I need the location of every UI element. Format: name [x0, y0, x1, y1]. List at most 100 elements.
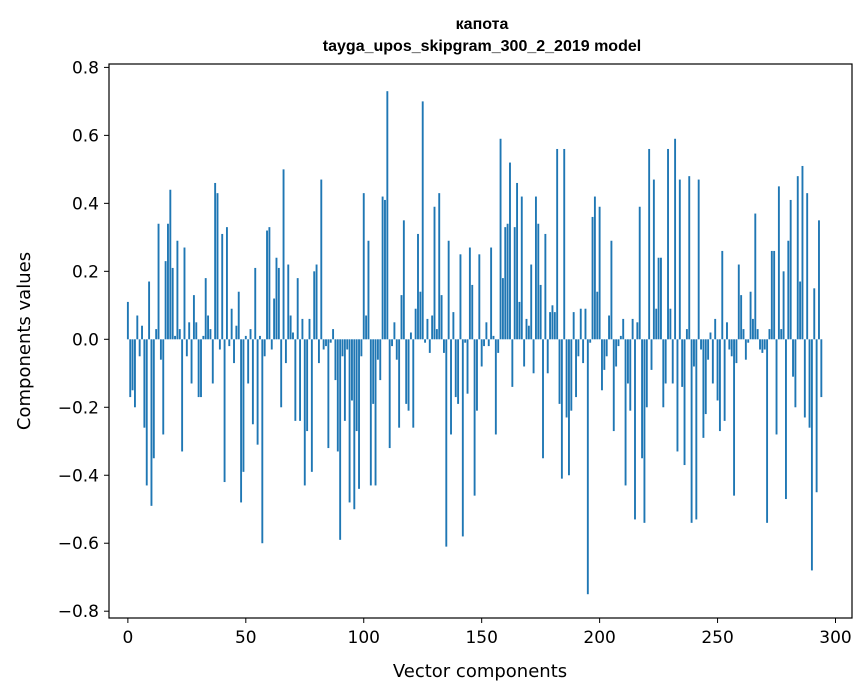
bar-73 — [299, 339, 301, 421]
bar-159 — [501, 278, 504, 340]
bar-83 — [322, 339, 325, 350]
bar-49 — [242, 339, 245, 472]
bar-25 — [185, 339, 188, 357]
bar-229 — [667, 148, 669, 340]
y-tick-label: 0.8 — [72, 58, 99, 78]
bar-153 — [487, 339, 490, 347]
bar-201 — [601, 339, 603, 391]
y-tick-label: −0.2 — [58, 398, 99, 418]
bar-93 — [346, 339, 349, 350]
bar-20 — [174, 335, 176, 340]
bar-63 — [275, 257, 278, 340]
bar-223 — [652, 179, 655, 340]
bar-36 — [211, 339, 214, 384]
bar-70 — [292, 332, 294, 340]
bar-272 — [768, 329, 771, 340]
bar-115 — [398, 339, 401, 428]
bar-273 — [770, 250, 773, 340]
bar-248 — [711, 339, 714, 384]
bar-278 — [782, 271, 785, 340]
chart-subtitle: tayga_upos_skipgram_300_2_2019 model — [323, 38, 641, 55]
bar-281 — [789, 199, 792, 340]
bar-187 — [568, 339, 570, 476]
bar-29 — [195, 322, 198, 340]
bar-202 — [603, 339, 606, 370]
bar-88 — [334, 339, 337, 381]
bar-68 — [287, 264, 290, 340]
bar-292 — [815, 339, 818, 493]
bar-227 — [662, 339, 665, 408]
bar-255 — [728, 339, 731, 350]
bar-157 — [497, 339, 500, 353]
bar-200 — [598, 206, 601, 340]
bar-231 — [671, 339, 674, 384]
bar-28 — [192, 295, 195, 340]
bar-262 — [744, 339, 747, 360]
y-tick-label: 0.4 — [72, 194, 99, 214]
bar-205 — [610, 240, 613, 340]
bar-269 — [761, 339, 764, 353]
bar-151 — [483, 339, 485, 347]
bar-75 — [303, 339, 306, 486]
bar-58 — [263, 339, 266, 357]
bar-130 — [433, 206, 436, 340]
bar-120 — [409, 332, 412, 340]
bar-47 — [237, 291, 240, 340]
bar-239 — [690, 339, 693, 523]
bar-138 — [452, 312, 455, 340]
bar-22 — [178, 329, 181, 340]
bar-287 — [803, 339, 806, 418]
bar-104 — [372, 339, 375, 404]
bar-208 — [617, 339, 620, 347]
bar-13 — [157, 223, 160, 340]
bar-188 — [570, 339, 573, 411]
bar-117 — [402, 220, 405, 340]
bar-64 — [277, 267, 280, 340]
bar-110 — [386, 91, 389, 340]
bar-195 — [586, 339, 589, 595]
bar-228 — [664, 339, 667, 384]
bar-199 — [596, 291, 599, 340]
bar-152 — [485, 322, 488, 340]
bar-102 — [367, 240, 370, 340]
bar-85 — [327, 339, 330, 449]
bar-21 — [176, 240, 179, 340]
bar-160 — [504, 227, 507, 340]
bar-87 — [332, 329, 335, 340]
bar-220 — [645, 339, 648, 408]
bar-79 — [313, 271, 316, 340]
bar-103 — [369, 339, 372, 486]
bar-266 — [754, 213, 757, 340]
x-tick-label: 250 — [701, 628, 733, 648]
bar-149 — [478, 254, 481, 340]
bar-190 — [575, 339, 577, 398]
bar-179 — [549, 312, 552, 340]
bar-32 — [202, 335, 205, 340]
bar-4 — [136, 315, 139, 340]
bar-171 — [530, 264, 533, 340]
bar-37 — [214, 182, 217, 340]
bar-38 — [216, 193, 219, 340]
bar-216 — [636, 322, 639, 340]
bar-5 — [138, 339, 141, 357]
bar-265 — [751, 318, 754, 340]
bar-198 — [593, 196, 596, 340]
bar-235 — [681, 339, 684, 387]
bar-232 — [674, 138, 677, 340]
bar-114 — [395, 339, 398, 360]
bar-215 — [634, 339, 636, 520]
bar-167 — [520, 196, 523, 340]
bar-154 — [490, 247, 493, 340]
y-tick-label: −0.8 — [58, 602, 99, 622]
y-tick-label: 0.0 — [72, 330, 99, 350]
bar-172 — [532, 339, 535, 374]
bar-30 — [197, 339, 200, 398]
bar-203 — [605, 339, 608, 357]
bar-237 — [685, 329, 688, 340]
bar-285 — [799, 281, 802, 340]
bar-218 — [641, 339, 644, 459]
bar-59 — [266, 230, 268, 340]
bar-131 — [435, 329, 438, 340]
y-tick-label: −0.6 — [58, 534, 99, 554]
bar-121 — [412, 339, 415, 428]
